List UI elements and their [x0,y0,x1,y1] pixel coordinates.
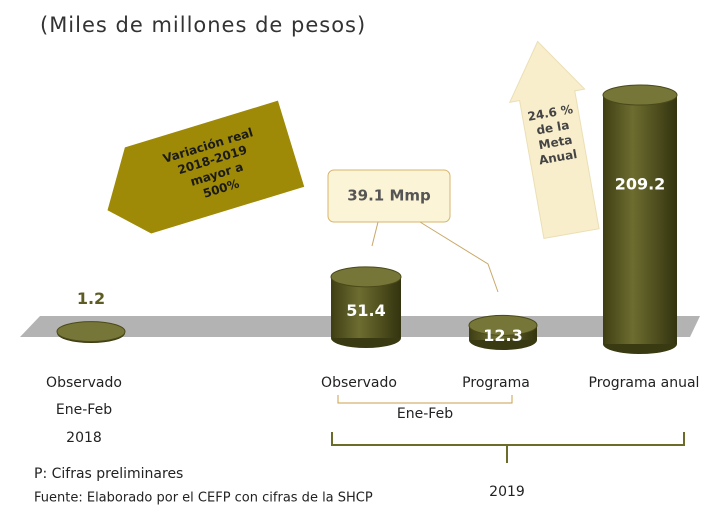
value-label: 209.2 [615,175,666,194]
value-label: 51.4 [346,301,385,320]
year-label: 2018 [66,430,102,446]
callout-pointer [371,221,379,247]
goal-arrow: 24.6 %de laMetaAnual [508,40,600,239]
text-line: de la [535,117,570,137]
value-label: 1.2 [77,289,105,308]
variation-arrow: Variación real2018-2019mayor a500% [107,100,305,234]
subtitle: (Miles de millones de pesos) [40,13,366,37]
bar-top [56,321,126,343]
callout-box [327,169,451,223]
callout-text: 39.1 Mmp [347,187,431,205]
category-label: Programa anual [589,375,700,391]
bar-top [468,314,538,336]
source: Fuente: Elaborado por el CEFP con cifras… [34,491,373,506]
bar-top [330,266,402,288]
text-line: Anual [538,146,578,166]
goal-text: 24.6 %de laMetaAnual [526,102,581,168]
bar-top [602,84,678,106]
category-label: Programa [462,375,530,391]
year-label: 2019 [489,484,525,500]
note: P: Cifras preliminares [34,466,183,482]
bar [603,95,677,344]
bars: 1.2 Observado 51.4 Observado 12.3 Programa 209… [46,84,700,391]
value-label: 12.3 [483,326,522,345]
text-line: Meta [537,132,573,152]
category-label: Observado [321,375,397,391]
category-label: Observado [46,375,122,391]
period-label: Ene-Feb [397,406,453,422]
callout-pointer [419,221,499,293]
bracket [337,395,513,404]
period-label: Ene-Feb [56,402,112,418]
bracket [331,432,685,463]
